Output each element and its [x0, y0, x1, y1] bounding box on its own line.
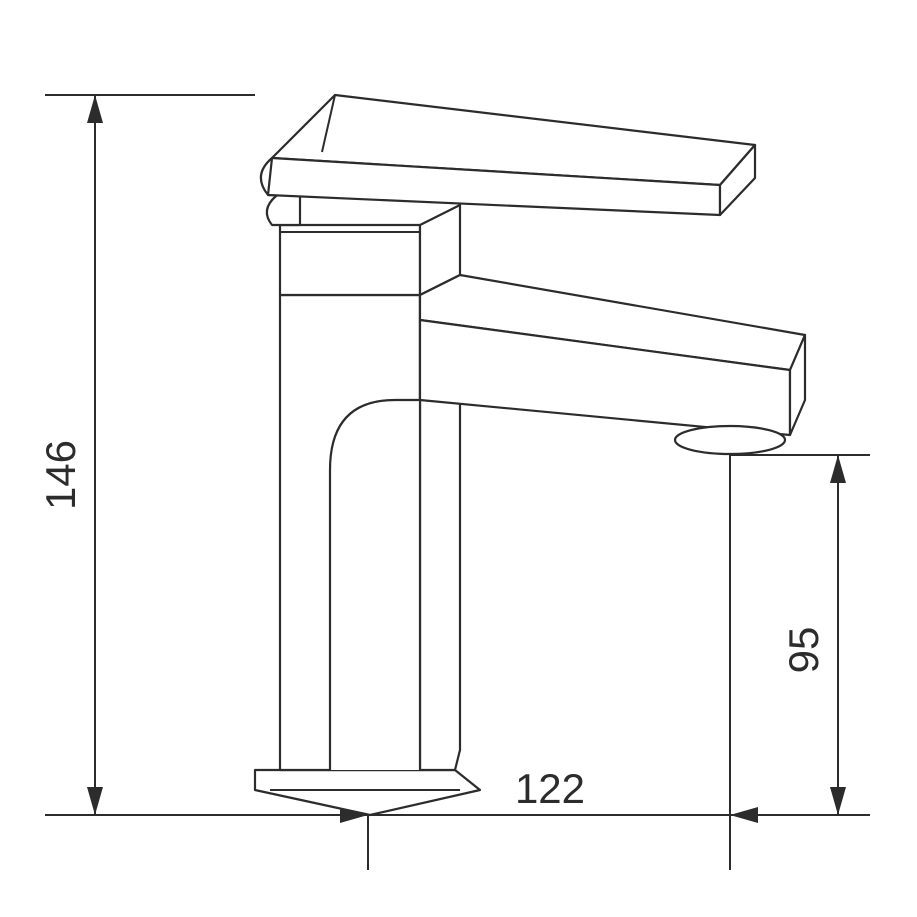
dim-label-spout-height: 95: [780, 627, 827, 674]
dim-label-height: 146: [37, 440, 84, 510]
faucet-technical-drawing: 146 122 95: [0, 0, 917, 917]
arrow-down-right: [830, 787, 846, 815]
arrow-up-left: [87, 95, 103, 123]
faucet-base-plate: [255, 770, 480, 815]
arrow-down-left: [87, 787, 103, 815]
dim-label-reach: 122: [515, 765, 585, 812]
arrow-up-right: [830, 455, 846, 483]
arrow-left-reach-right: [730, 807, 758, 823]
faucet-upper-front: [280, 225, 420, 295]
faucet-aerator: [675, 426, 785, 454]
faucet-body-arch: [330, 400, 420, 770]
